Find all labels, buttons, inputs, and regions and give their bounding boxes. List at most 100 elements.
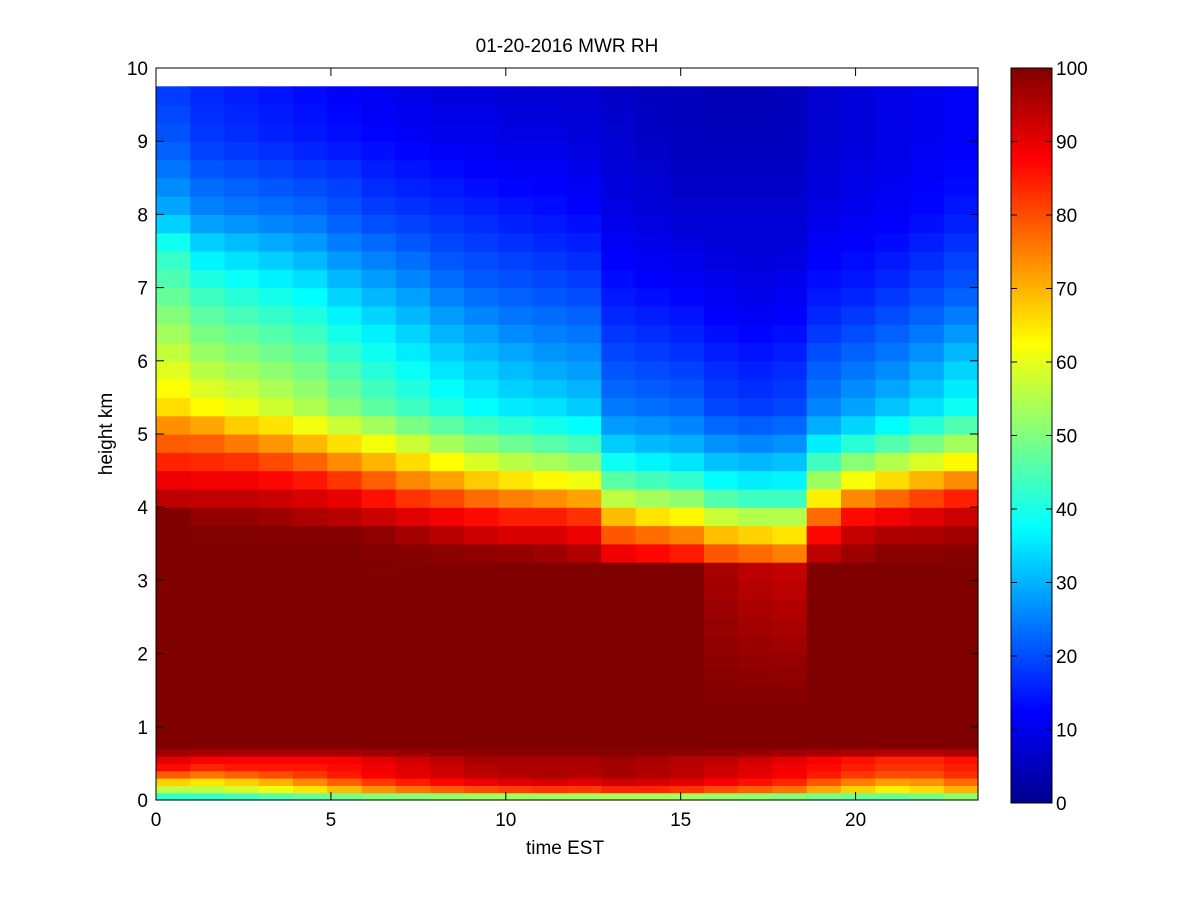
- heatmap-cell: [601, 452, 637, 472]
- heatmap-cell: [669, 704, 705, 713]
- heatmap-cell: [156, 785, 191, 794]
- heatmap-cell: [532, 196, 568, 215]
- heatmap-cell: [498, 690, 534, 699]
- heatmap-cell: [327, 653, 363, 669]
- heatmap-cell: [806, 305, 842, 325]
- heatmap-cell: [567, 379, 602, 398]
- heatmap-cell: [464, 668, 500, 684]
- heatmap-cell: [498, 741, 534, 750]
- heatmap-cell: [327, 697, 363, 706]
- heatmap-cell: [327, 379, 363, 398]
- heatmap-cell: [704, 792, 739, 801]
- heatmap-cell: [224, 580, 260, 600]
- heatmap-cell: [190, 653, 226, 669]
- heatmap-cell: [361, 748, 397, 757]
- heatmap-cell: [669, 792, 705, 801]
- heatmap-cell: [704, 287, 739, 307]
- heatmap-cell: [327, 778, 363, 786]
- heatmap-cell: [395, 682, 431, 691]
- heatmap-cell: [601, 379, 637, 398]
- heatmap-cell: [806, 763, 842, 772]
- heatmap-cell: [430, 86, 465, 106]
- heatmap-cell: [293, 104, 328, 124]
- heatmap-cell: [738, 562, 774, 581]
- colorbar-tick-label: 30: [1056, 574, 1077, 595]
- heatmap-cell: [156, 232, 191, 252]
- heatmap-cell: [327, 342, 363, 362]
- heatmap-cell: [224, 770, 260, 779]
- heatmap-cell: [635, 653, 671, 669]
- heatmap-cell: [498, 734, 534, 743]
- heatmap-cell: [258, 141, 294, 161]
- heatmap-cell: [361, 763, 397, 772]
- heatmap-cell: [293, 159, 328, 179]
- heatmap-cell: [704, 214, 739, 234]
- heatmap-cell: [498, 488, 534, 508]
- heatmap-cell: [190, 324, 226, 344]
- heatmap-cell: [943, 704, 979, 713]
- colorbar-tick-label: 50: [1056, 427, 1077, 448]
- heatmap-cell: [669, 415, 705, 435]
- heatmap-cell: [704, 122, 739, 142]
- heatmap-cell: [430, 704, 465, 713]
- heatmap-cell: [258, 177, 294, 197]
- heatmap-cell: [327, 269, 363, 289]
- heatmap-cell: [738, 719, 774, 728]
- heatmap-cell: [635, 668, 671, 684]
- heatmap-cell: [704, 305, 739, 325]
- heatmap-cell: [293, 690, 328, 699]
- heatmap-cell: [464, 177, 500, 197]
- heatmap-cell: [395, 785, 431, 794]
- heatmap-cell: [430, 734, 465, 743]
- heatmap-cell: [293, 214, 328, 234]
- colorbar-tick-label: 10: [1056, 721, 1077, 742]
- heatmap-cell: [806, 653, 842, 669]
- heatmap-cell: [635, 562, 671, 581]
- heatmap-cell: [806, 269, 842, 289]
- heatmap-cell: [395, 734, 431, 743]
- heatmap-cell: [293, 397, 328, 417]
- heatmap-cell: [567, 719, 602, 728]
- heatmap-cell: [772, 543, 808, 563]
- heatmap-cell: [806, 251, 842, 270]
- heatmap-cell: [943, 580, 979, 600]
- heatmap-cell: [395, 778, 431, 786]
- heatmap-cell: [258, 562, 294, 581]
- heatmap-cell: [909, 770, 945, 779]
- heatmap-cell: [635, 704, 671, 713]
- heatmap-cell: [601, 342, 637, 362]
- heatmap-cell: [224, 617, 260, 636]
- heatmap-cell: [224, 251, 260, 270]
- heatmap-cell: [841, 269, 876, 289]
- heatmap-cell: [430, 360, 465, 380]
- heatmap-cell: [430, 232, 465, 252]
- heatmap-cell: [635, 598, 671, 618]
- heatmap-cell: [875, 141, 911, 161]
- heatmap-cell: [669, 690, 705, 699]
- heatmap-cell: [395, 397, 431, 417]
- heatmap-cell: [909, 726, 945, 735]
- heatmap-cell: [498, 196, 534, 215]
- heatmap-cell: [772, 682, 808, 691]
- heatmap-cell: [430, 719, 465, 728]
- heatmap-cell: [635, 196, 671, 215]
- heatmap-cell: [635, 712, 671, 721]
- heatmap-cell: [293, 360, 328, 380]
- heatmap-cell: [841, 792, 876, 801]
- heatmap-cell: [156, 470, 191, 490]
- heatmap-cell: [361, 697, 397, 706]
- heatmap-cell: [258, 726, 294, 735]
- heatmap-cell: [430, 653, 465, 669]
- heatmap-cell: [601, 635, 637, 655]
- heatmap-cell: [498, 232, 534, 252]
- heatmap-cell: [430, 397, 465, 417]
- heatmap-cell: [601, 251, 637, 270]
- heatmap-cell: [464, 690, 500, 699]
- heatmap-cell: [498, 397, 534, 417]
- heatmap-cell: [704, 562, 739, 581]
- heatmap-cell: [841, 324, 876, 344]
- heatmap-cell: [943, 562, 979, 581]
- heatmap-cell: [498, 726, 534, 735]
- heatmap-cell: [532, 324, 568, 344]
- heatmap-cell: [361, 251, 397, 270]
